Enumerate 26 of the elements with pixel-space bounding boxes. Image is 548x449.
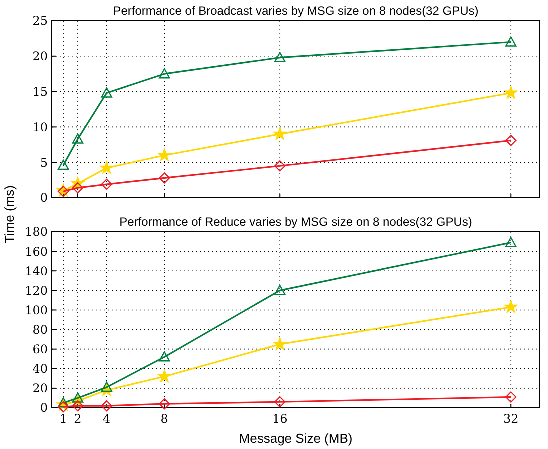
x-tick-label: 1 xyxy=(60,412,68,426)
y-tick-label: 20 xyxy=(32,50,48,64)
y-tick-label: 5 xyxy=(40,156,48,170)
x-tick-label: 8 xyxy=(160,412,168,426)
x-axis-title: Message Size (MB) xyxy=(239,431,353,446)
y-tick-label: 20 xyxy=(32,382,48,396)
y-axis-title: Time (ms) xyxy=(2,185,17,244)
y-tick-label: 25 xyxy=(32,14,48,28)
y-tick-label: 10 xyxy=(32,120,48,134)
y-tick-label: 140 xyxy=(25,264,48,278)
y-tick-label: 0 xyxy=(40,191,48,206)
chart-title: Performance of Broadcast varies by MSG size on 8 nodes(32 GPUs) xyxy=(113,4,479,18)
y-tick-label: 60 xyxy=(32,342,48,357)
y-tick-label: 15 xyxy=(32,85,48,99)
x-tick-label: 32 xyxy=(503,412,519,426)
y-tick-label: 0 xyxy=(40,401,48,416)
y-tick-label: 180 xyxy=(25,225,48,240)
y-tick-label: 80 xyxy=(32,322,48,337)
y-tick-label: 120 xyxy=(25,284,48,298)
y-tick-label: 160 xyxy=(25,244,48,259)
chart-title: Performance of Reduce varies by MSG size on 8 nodes(32 GPUs) xyxy=(120,215,472,229)
x-tick-label: 16 xyxy=(272,412,288,426)
y-tick-label: 40 xyxy=(32,362,48,376)
x-tick-label: 2 xyxy=(74,412,82,426)
x-tick-label: 4 xyxy=(103,412,112,426)
y-tick-label: 100 xyxy=(25,303,48,318)
